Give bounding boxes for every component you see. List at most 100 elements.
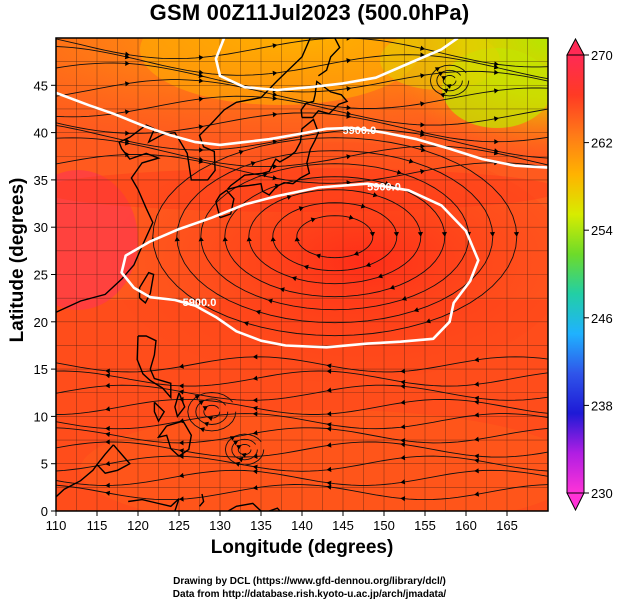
- y-tick-label: 35: [34, 173, 48, 188]
- streamline-arrow: [440, 92, 446, 98]
- y-tick-label: 0: [41, 504, 48, 519]
- streamline-arrow: [420, 143, 425, 149]
- y-tick-label: 40: [34, 126, 48, 141]
- streamline-arrow: [310, 217, 316, 223]
- streamline-arrow: [474, 357, 479, 363]
- contour-label: 5900.0: [343, 125, 377, 137]
- streamline-arrow: [272, 70, 278, 76]
- streamline-arrow: [105, 368, 110, 374]
- streamline-arrow: [400, 455, 406, 461]
- streamline-arrow: [400, 424, 406, 430]
- streamline-arrow: [420, 147, 426, 153]
- height-contours: 5900.0 5900.0 5900.0: [56, 38, 548, 349]
- streamline-arrow: [243, 321, 249, 327]
- streamline-arrow: [326, 466, 332, 472]
- colorbar-tick-label: 254: [591, 223, 613, 238]
- streamline-arrow: [420, 45, 425, 51]
- streamline-arrow: [235, 461, 241, 467]
- streamline-arrow: [179, 440, 184, 446]
- streamline-arrow: [105, 461, 111, 467]
- streamline-arrow: [272, 43, 278, 49]
- streamline: [56, 413, 548, 430]
- streamline-arrow: [198, 236, 204, 242]
- streamline-arrow: [326, 363, 332, 369]
- streamline-arrow: [400, 438, 406, 444]
- streamline-arrow: [474, 453, 479, 459]
- streamline-arrow: [272, 175, 278, 181]
- streamline-arrow: [236, 445, 242, 450]
- colorbar-tick-label: 246: [591, 311, 613, 326]
- streamline-arrow: [179, 383, 184, 389]
- streamline-arrow: [198, 69, 204, 75]
- streamline-arrow: [198, 78, 204, 84]
- x-tick-label: 125: [168, 518, 190, 533]
- streamline-arrow: [493, 116, 499, 122]
- streamline: [56, 370, 548, 387]
- streamline: [56, 153, 548, 184]
- map-title: GSM 00Z11Jul2023 (500.0hPa): [149, 0, 470, 25]
- colorbar-tick-label: 262: [591, 136, 613, 151]
- streamline-arrow: [348, 214, 354, 220]
- contour-line-north-top: [214, 38, 459, 92]
- streamline-arrow: [400, 479, 406, 485]
- streamline-arrow: [229, 436, 235, 441]
- streamline-arrow: [105, 482, 110, 488]
- streamline-arrow: [326, 411, 332, 417]
- streamline-arrow: [400, 399, 406, 405]
- map-gridlines: [56, 38, 548, 511]
- coastline: [128, 498, 180, 511]
- streamline-arrow: [179, 472, 184, 478]
- streamline: [436, 69, 463, 92]
- y-axis-label: Latitude (degrees): [7, 177, 28, 343]
- x-tick-label: 130: [209, 518, 231, 533]
- streamline-arrow: [270, 236, 276, 242]
- streamline-arrow: [408, 158, 414, 164]
- streamline-arrow: [198, 124, 204, 130]
- streamline-arrow: [346, 105, 352, 111]
- streamline-arrow: [291, 276, 297, 282]
- streamline-arrow: [441, 231, 447, 237]
- streamline-arrow: [303, 264, 309, 270]
- streamline-arrow: [494, 88, 499, 94]
- colorbar-tick-label: 238: [591, 398, 613, 413]
- streamline-arrow: [401, 295, 407, 301]
- streamline-arrow: [286, 195, 292, 200]
- streamline-arrow: [494, 69, 499, 75]
- streamline-arrow: [494, 61, 499, 67]
- map-plot-area: 5900.0 5900.0 5900.0: [55, 37, 549, 512]
- streamline-arrow: [326, 422, 332, 428]
- coastline: [174, 392, 186, 418]
- streamline-arrow: [272, 163, 278, 170]
- streamline-arrow: [238, 457, 244, 463]
- streamline-arrow: [179, 363, 184, 369]
- streamline-arrow: [494, 139, 499, 145]
- credit-drawing: Drawing by DCL (https://www.gfd-dennou.o…: [173, 576, 446, 587]
- wind-streamlines: [56, 38, 548, 502]
- coastline: [136, 335, 172, 400]
- coastline: [226, 118, 320, 196]
- streamline-arrow: [179, 496, 184, 502]
- streamline-arrow: [377, 273, 383, 279]
- streamline-arrow: [105, 373, 111, 379]
- streamline-arrow: [124, 109, 130, 115]
- streamline: [56, 124, 548, 159]
- streamline-arrow: [246, 236, 252, 242]
- streamline-arrow: [105, 490, 111, 496]
- streamline-arrow: [425, 318, 431, 324]
- x-tick-label: 135: [250, 518, 272, 533]
- streamline-arrow: [400, 442, 406, 448]
- streamline-arrow: [198, 55, 204, 61]
- contour-label: 5900.0: [183, 297, 217, 309]
- streamline-arrow: [179, 448, 184, 454]
- coastline: [56, 464, 98, 498]
- streamline-arrow: [105, 439, 110, 445]
- y-tick-label: 10: [34, 409, 48, 424]
- streamline-arrow: [207, 416, 213, 422]
- streamline: [203, 404, 221, 419]
- streamline-arrow: [326, 368, 332, 374]
- streamline-arrow: [353, 250, 359, 256]
- streamline-arrow: [384, 181, 390, 186]
- streamline-arrow: [252, 375, 258, 381]
- streamline: [56, 356, 548, 373]
